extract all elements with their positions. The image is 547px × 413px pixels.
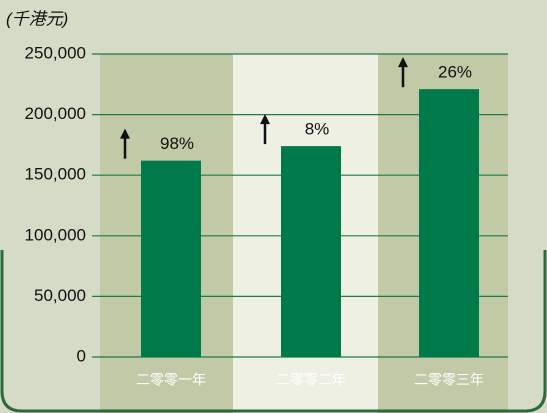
growth-label: 26% [438, 63, 472, 82]
y-tick-label: 250,000 [25, 43, 86, 62]
frame [0, 250, 547, 413]
arrow-head [120, 128, 130, 139]
y-tick-label: 50,000 [34, 286, 86, 305]
growth-label: 98% [160, 134, 194, 153]
growth-label: 8% [305, 120, 330, 139]
bar [419, 89, 479, 357]
arrow-head [398, 57, 408, 68]
x-tick-label: 二零零二年 [276, 372, 346, 388]
y-axis-label: (千港元) [6, 9, 68, 28]
y-tick-label: 0 [77, 346, 86, 365]
bar [281, 146, 341, 357]
y-tick-label: 150,000 [25, 165, 86, 184]
x-tick-label: 二零零一年 [136, 372, 206, 388]
bar [141, 160, 201, 357]
x-tick-label: 二零零三年 [414, 372, 484, 388]
y-tick-label: 100,000 [25, 225, 86, 244]
arrow-head [260, 114, 270, 125]
y-tick-label: 200,000 [25, 104, 86, 123]
